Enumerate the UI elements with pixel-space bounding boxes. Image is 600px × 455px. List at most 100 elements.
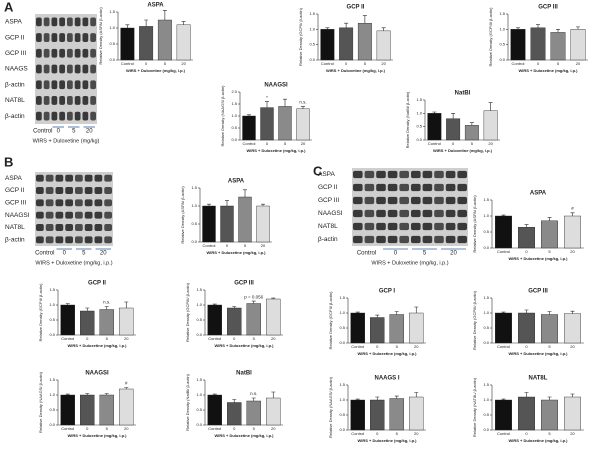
blot-band <box>94 236 103 244</box>
error-bar <box>375 314 380 318</box>
blot-band <box>411 209 421 218</box>
y-axis-label: Relative Density (ASPA/ β-actin) <box>472 195 477 253</box>
error-bar <box>162 10 167 20</box>
bar <box>518 396 535 431</box>
blot-band <box>65 199 73 207</box>
y-tick-label: 1.0 <box>191 203 197 208</box>
error-bar <box>547 217 552 221</box>
y-tick-label: 1.0 <box>309 26 315 31</box>
blot-band <box>75 211 83 219</box>
blot-band <box>59 64 65 74</box>
blot-band <box>84 236 93 244</box>
x-tick-label: 0 <box>266 141 269 146</box>
blot-band <box>353 222 363 231</box>
blot-band <box>457 235 467 244</box>
y-axis-label: Relative Density (GCPII/ β-actin) <box>38 283 43 342</box>
blot-band <box>45 199 54 207</box>
bar <box>266 397 281 426</box>
error-bar <box>501 311 506 313</box>
x-tick-label: Control <box>497 344 510 349</box>
y-tick-label: 1.5 <box>483 382 489 387</box>
blot-band <box>51 80 58 90</box>
blot-band <box>376 170 386 179</box>
error-bar <box>524 224 529 228</box>
y-tick-label: 0.0 <box>196 422 202 427</box>
blot-row-label: NAAGSI <box>5 212 30 219</box>
x-axis-label: WIRS + Duloxetine (mg/kg, i.p.) <box>246 148 306 153</box>
blot-band <box>422 196 433 205</box>
error-bar <box>362 15 367 24</box>
blot-band <box>82 111 89 121</box>
chart-title: GCP III <box>234 281 254 287</box>
error-bar <box>536 24 540 28</box>
blot-band <box>445 235 456 244</box>
blot-band <box>364 183 375 192</box>
y-tick-label: 1.5 <box>499 11 505 16</box>
bar <box>220 205 234 243</box>
bar <box>518 312 535 344</box>
y-axis-label: Relative Density (NatBl/ β-actin) <box>405 91 410 148</box>
blot-band <box>51 48 58 58</box>
x-tick-label: Control <box>208 336 221 341</box>
x-tick-label: 0 <box>537 61 540 66</box>
x-tick-label: Control <box>208 426 221 431</box>
bar <box>564 396 581 431</box>
panel-label: A <box>4 0 14 14</box>
y-tick-label: 0.0 <box>309 57 315 62</box>
blot-band <box>434 235 444 244</box>
x-tick-label: 0 <box>525 249 528 254</box>
lane-label: 5 <box>423 251 427 257</box>
x-tick-label: 20 <box>124 336 129 341</box>
blot-band <box>90 33 96 42</box>
error-bar <box>212 303 217 305</box>
x-tick-label: 20 <box>301 141 306 146</box>
blot-band <box>84 187 93 194</box>
blot-band <box>445 170 456 179</box>
error-bar <box>251 397 256 401</box>
bar <box>207 394 222 426</box>
blot-band <box>67 96 73 105</box>
x-tick-label: 5 <box>548 431 551 436</box>
blot-band <box>376 209 386 218</box>
blot-band <box>353 209 363 218</box>
blot-band <box>59 48 65 58</box>
lane-label: 20 <box>100 251 107 257</box>
bar <box>370 317 385 344</box>
error-bar <box>344 22 349 28</box>
x-tick-label: Control <box>61 426 74 431</box>
blot-xlabel: WIRS + Duloxetine (mg/kg, i.p.) <box>35 260 112 266</box>
y-tick-label: 1.0 <box>231 113 237 118</box>
x-tick-label: 0 <box>226 243 229 248</box>
blot-band <box>104 174 112 182</box>
blot-band <box>90 80 96 90</box>
error-bar <box>65 393 70 395</box>
error-bar <box>124 301 129 308</box>
blot-band <box>82 64 89 74</box>
x-tick-label: 20 <box>271 426 276 431</box>
chart-title: NAAGS I <box>374 376 399 382</box>
blot-background <box>352 168 468 246</box>
bar <box>570 29 586 61</box>
bar <box>350 399 365 431</box>
x-axis-label: WIRS + Duloxetine (mg/kg, i.p.) <box>326 68 386 73</box>
blot-band <box>67 17 73 27</box>
error-bar <box>516 27 520 30</box>
x-axis-label: WIRS + Duloxetine (mg/kg, i.p.) <box>126 68 186 73</box>
y-tick-label: 0.5 <box>196 407 202 412</box>
panel-label: B <box>4 154 13 169</box>
x-tick-label: 0 <box>233 336 236 341</box>
x-tick-label: 5 <box>396 431 399 436</box>
x-axis-label: WIRS + Duloxetine (mg/kg, i.p.) <box>357 351 417 356</box>
y-tick-label: 0.5 <box>339 325 345 330</box>
bar <box>350 312 365 344</box>
y-tick-label: 1.0 <box>196 392 202 397</box>
blot-band <box>51 96 58 105</box>
y-tick-label: 2.0 <box>231 89 237 94</box>
blot-band <box>411 183 421 192</box>
blot-row-label: NAT8L <box>318 223 338 230</box>
lane-label: Control <box>357 251 376 257</box>
blot-band <box>411 222 421 231</box>
bar <box>541 220 558 249</box>
x-tick-label: 20 <box>570 431 575 436</box>
bar <box>495 399 512 431</box>
